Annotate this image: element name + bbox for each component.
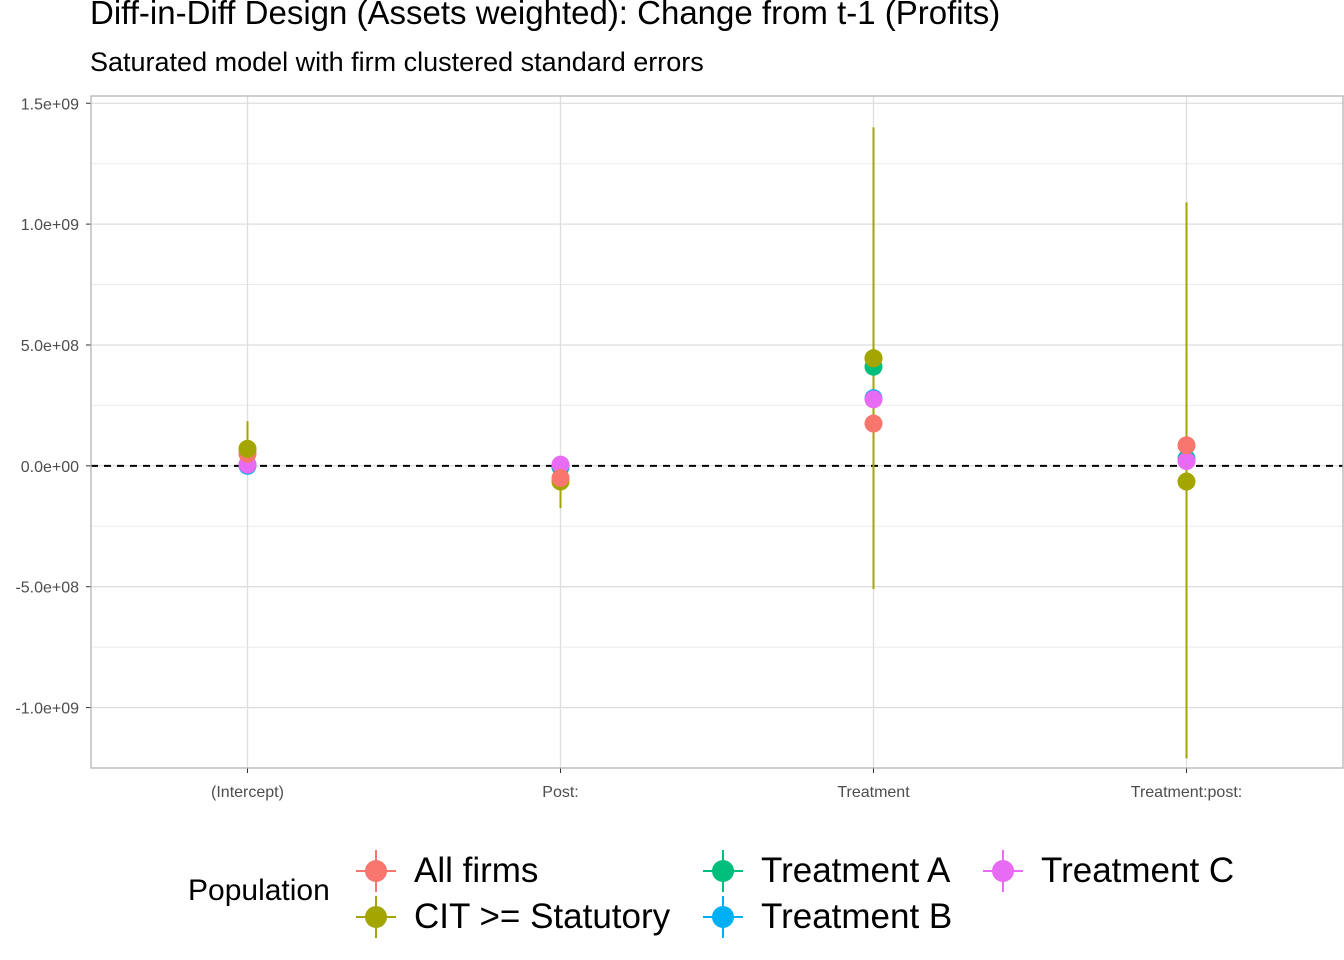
legend-item: All firms <box>356 848 538 894</box>
x-tick-label: Post: <box>542 784 578 801</box>
data-point <box>1177 436 1196 455</box>
data-point <box>1177 452 1196 471</box>
coefficient-plot: 1.5e+09 1.0e+09 5.0e+08 0.0e+00 -5.0e+08 -1.0… <box>15 95 1344 801</box>
legend: Population All firms CIT >= Statutory Trea… <box>0 840 1344 950</box>
error-bars <box>246 127 1188 759</box>
legend-item: Treatment A <box>703 848 950 894</box>
y-tick-label: 1.0e+09 <box>21 217 79 234</box>
legend-key <box>703 894 743 940</box>
x-tick-label: Treatment <box>837 784 910 801</box>
data-point <box>551 468 570 487</box>
legend-key <box>703 848 743 894</box>
legend-item: Treatment C <box>983 848 1234 894</box>
data-point <box>864 349 883 368</box>
data-point <box>864 414 883 433</box>
legend-label: CIT >= Statutory <box>414 897 671 936</box>
legend-label: All firms <box>414 851 539 890</box>
legend-key-dot <box>365 906 387 928</box>
legend-key <box>983 848 1023 894</box>
panel-border <box>90 95 1344 769</box>
legend-key <box>356 848 396 894</box>
data-point <box>238 439 257 458</box>
legend-item: CIT >= Statutory <box>356 894 670 940</box>
chart-title: Diff-in-Diff Design (Assets weighted): C… <box>90 0 1001 31</box>
legend-key-dot <box>365 860 387 882</box>
x-tick-label: (Intercept) <box>211 784 284 801</box>
y-tick-label: -1.0e+09 <box>15 701 79 718</box>
legend-item: Treatment B <box>703 894 952 940</box>
y-tick-label: 5.0e+08 <box>21 338 79 355</box>
legend-key-dot <box>992 860 1014 882</box>
grid-lines <box>91 96 1343 769</box>
legend-label: Treatment C <box>1041 851 1235 890</box>
legend-title: Population <box>188 874 330 907</box>
axes: 1.5e+09 1.0e+09 5.0e+08 0.0e+00 -5.0e+08 -1.0… <box>15 95 1344 801</box>
legend-key-dot <box>712 906 734 928</box>
data-points <box>238 349 1196 491</box>
legend-key-dot <box>712 860 734 882</box>
x-tick-label: Treatment:post: <box>1131 784 1242 801</box>
y-tick-label: -5.0e+08 <box>15 580 79 597</box>
legend-key <box>356 894 396 940</box>
y-tick-label: 1.5e+09 <box>21 96 79 113</box>
data-point <box>551 455 570 474</box>
y-tick-label: 0.0e+00 <box>21 459 79 476</box>
data-point <box>1177 472 1196 491</box>
chart-subtitle: Saturated model with firm clustered stan… <box>90 47 704 77</box>
legend-label: Treatment B <box>761 897 953 936</box>
data-point <box>864 390 883 409</box>
legend-label: Treatment A <box>761 851 951 890</box>
